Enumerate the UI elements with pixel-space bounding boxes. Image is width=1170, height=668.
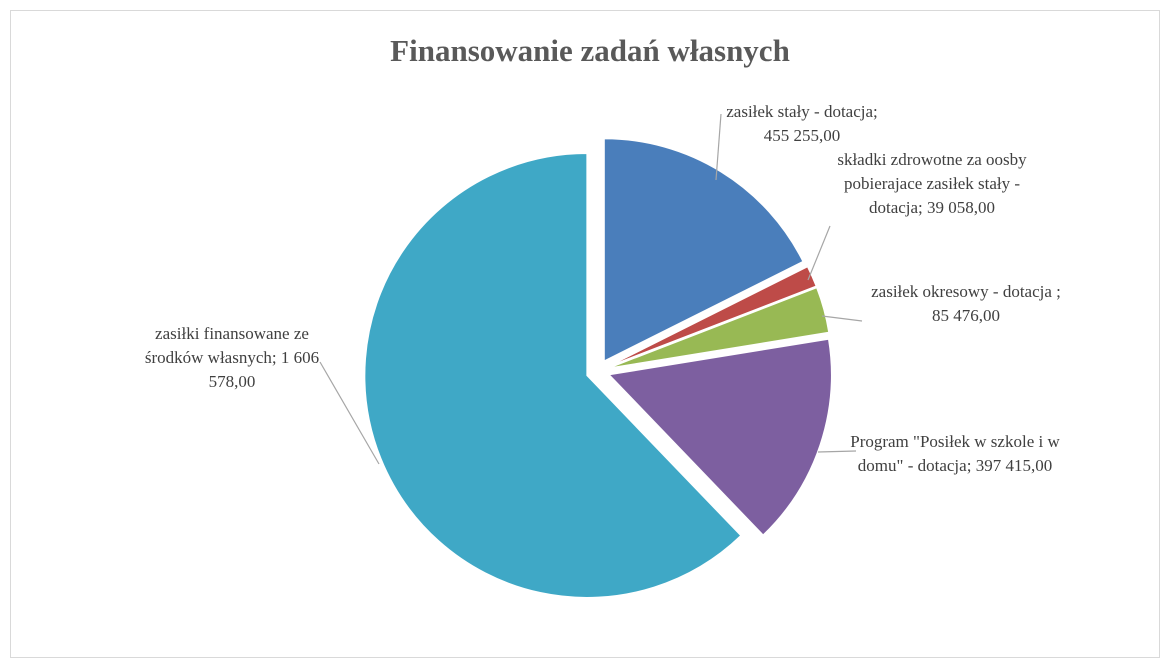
pie-slice — [608, 266, 817, 367]
leader-line — [817, 450, 857, 453]
pie-slice — [364, 152, 742, 598]
pie-slice — [608, 338, 832, 536]
label-value: 85 476,00 — [932, 306, 1000, 325]
label-value: 1 606 578,00 — [208, 348, 320, 391]
chart-title: Finansowanie zadań własnych — [390, 33, 790, 68]
label-category: zasiłek stały - dotacja; — [726, 102, 878, 121]
leader-line — [319, 361, 380, 465]
label-value: 39 058,00 — [927, 198, 996, 217]
data-label: zasiłki finansowane ze środków własnych;… — [136, 322, 328, 394]
data-label: Program "Posiłek w szkole i w domu" - do… — [848, 430, 1062, 478]
label-category: zasiłki finansowane ze środków własnych; — [144, 324, 309, 367]
label-category: składki zdrowotne za oosby pobierajace z… — [837, 150, 1027, 217]
data-label: zasiłek stały - dotacja; 455 255,00 — [716, 100, 888, 148]
leader-line — [715, 113, 722, 181]
data-label: składki zdrowotne za oosby pobierajace z… — [832, 148, 1032, 220]
label-value: 455 255,00 — [763, 126, 841, 145]
leader-line — [807, 225, 831, 281]
data-label: zasiłek okresowy - dotacja ; 85 476,00 — [868, 280, 1064, 328]
pie-slice — [609, 287, 830, 369]
leader-line — [821, 315, 863, 322]
label-category: zasiłek okresowy - dotacja ; — [871, 282, 1061, 301]
pie-slice — [603, 138, 804, 362]
label-category: Program "Posiłek w szkole i w domu" - do… — [850, 432, 1060, 475]
label-value: 397 415,00 — [975, 456, 1053, 475]
